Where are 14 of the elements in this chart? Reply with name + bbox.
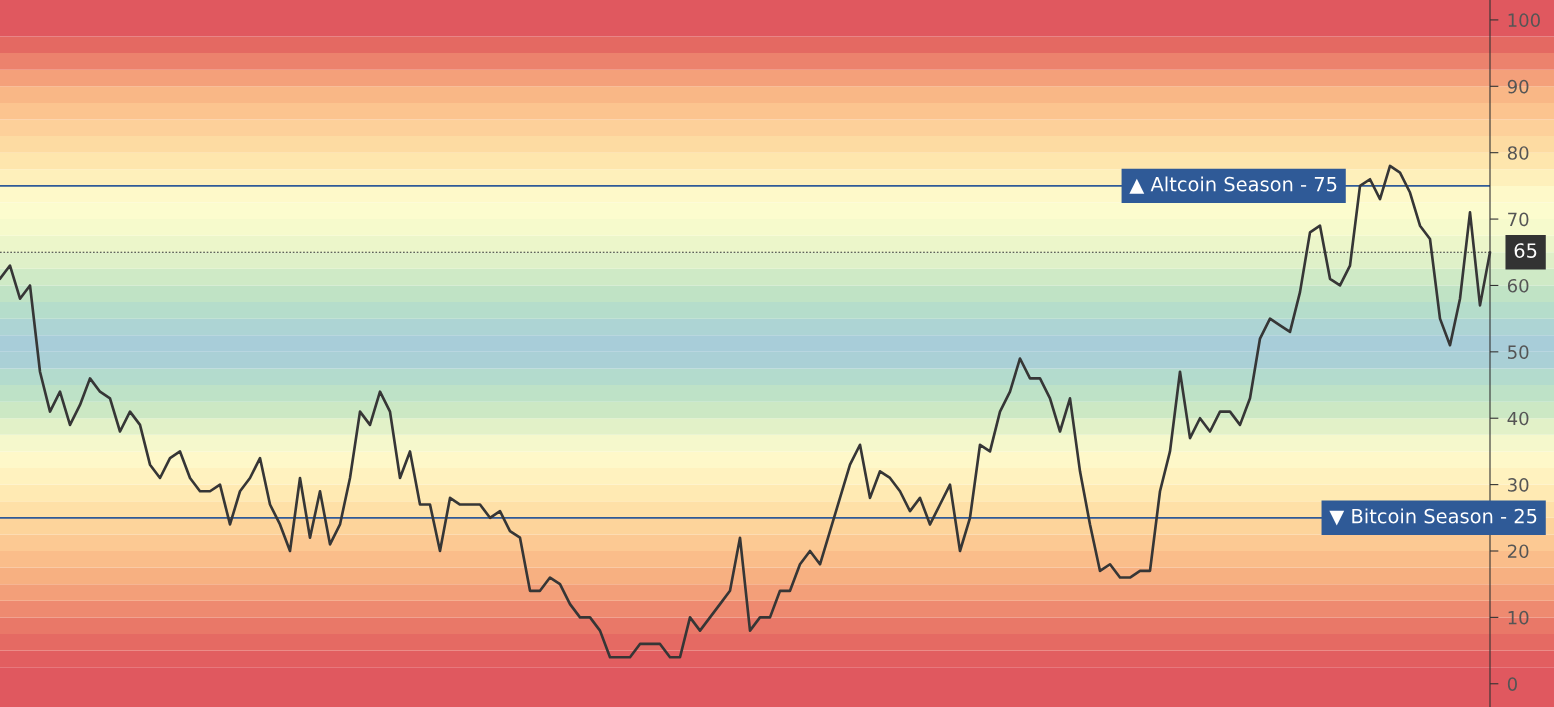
y-tick-label: 90 [1507, 79, 1529, 94]
y-tick-label: 30 [1508, 478, 1529, 492]
y-tick-label: 60 [1507, 278, 1529, 293]
y-tick-label: 0 [1507, 677, 1517, 691]
y-tick-label: 20 [1507, 544, 1529, 559]
ref-line-label: ▼ Bitcoin Season - 25 [1329, 508, 1537, 526]
ref-line-label: ▲ Altcoin Season - 75 [1129, 176, 1337, 194]
y-tick-label: 10 [1508, 610, 1529, 625]
ref-line-label: 65 [1514, 243, 1537, 258]
y-tick-label: 50 [1508, 345, 1529, 359]
y-tick-label: 70 [1508, 212, 1529, 227]
y-tick-label: 80 [1507, 146, 1529, 160]
y-tick-label: 100 [1508, 13, 1540, 28]
y-tick-label: 40 [1507, 411, 1529, 426]
